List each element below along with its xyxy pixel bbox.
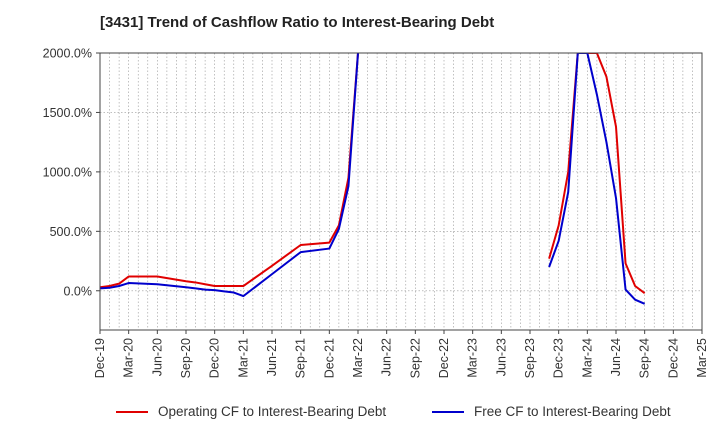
series-lines <box>100 53 646 305</box>
y-tick-label: 0.0% <box>64 284 93 298</box>
series-line-0-segment-1 <box>548 53 646 294</box>
series-line-0-segment-0 <box>100 53 359 289</box>
y-tick-label: 500.0% <box>50 225 92 239</box>
x-tick-label: Jun-21 <box>265 338 279 376</box>
line-chart: 0.0% 500.0% 1000.0% 1500.0% 2000.0% Dec-19 Ma… <box>43 47 709 379</box>
legend-item-operating-cf: Operating CF to Interest-Bearing Debt <box>116 404 386 419</box>
x-tick-label: Jun-20 <box>150 338 164 376</box>
legend-swatch-free-cf <box>432 410 464 413</box>
x-tick-label: Dec-24 <box>666 338 680 378</box>
plot-frame <box>99 52 703 331</box>
x-tick-label: Sep-22 <box>408 338 422 378</box>
x-tick-label: Mar-23 <box>466 338 480 378</box>
legend-label-operating-cf: Operating CF to Interest-Bearing Debt <box>158 404 387 419</box>
x-tick-label: Dec-21 <box>322 338 336 378</box>
series-line-1-segment-1 <box>548 53 646 305</box>
chart-title: [3431] Trend of Cashflow Ratio to Intere… <box>100 14 495 31</box>
x-tick-label: Mar-25 <box>695 338 709 378</box>
x-tick-label: Jun-24 <box>609 338 623 376</box>
x-tick-label: Dec-19 <box>93 338 107 378</box>
x-tick-label: Jun-22 <box>380 338 394 376</box>
x-tick-label: Dec-23 <box>552 338 566 378</box>
y-tick-label: 1000.0% <box>43 165 92 179</box>
x-tick-label: Dec-22 <box>437 338 451 378</box>
x-tick-label: Mar-22 <box>351 338 365 378</box>
legend-item-free-cf: Free CF to Interest-Bearing Debt <box>432 404 671 419</box>
x-tick-label: Sep-24 <box>638 338 652 378</box>
x-tick-label: Sep-20 <box>179 338 193 378</box>
x-tick-label: Sep-23 <box>523 338 537 378</box>
y-tick-label: 2000.0% <box>43 47 92 61</box>
y-axis-ticks: 0.0% 500.0% 1000.0% 1500.0% 2000.0% <box>43 47 100 298</box>
x-tick-label: Dec-20 <box>208 338 222 378</box>
x-tick-label: Mar-20 <box>122 338 136 378</box>
x-tick-label: Mar-24 <box>580 338 594 378</box>
legend-swatch-operating-cf <box>116 410 148 413</box>
x-axis-ticks: Dec-19 Mar-20 Jun-20 Sep-20 Dec-20 Mar-21 Jun-… <box>93 330 709 378</box>
y-tick-label: 1500.0% <box>43 106 92 120</box>
legend-label-free-cf: Free CF to Interest-Bearing Debt <box>474 404 671 419</box>
x-tick-label: Mar-21 <box>236 338 250 378</box>
x-tick-label: Sep-21 <box>294 338 308 378</box>
series-line-1-segment-0 <box>100 53 359 298</box>
x-tick-label: Jun-23 <box>494 338 508 376</box>
